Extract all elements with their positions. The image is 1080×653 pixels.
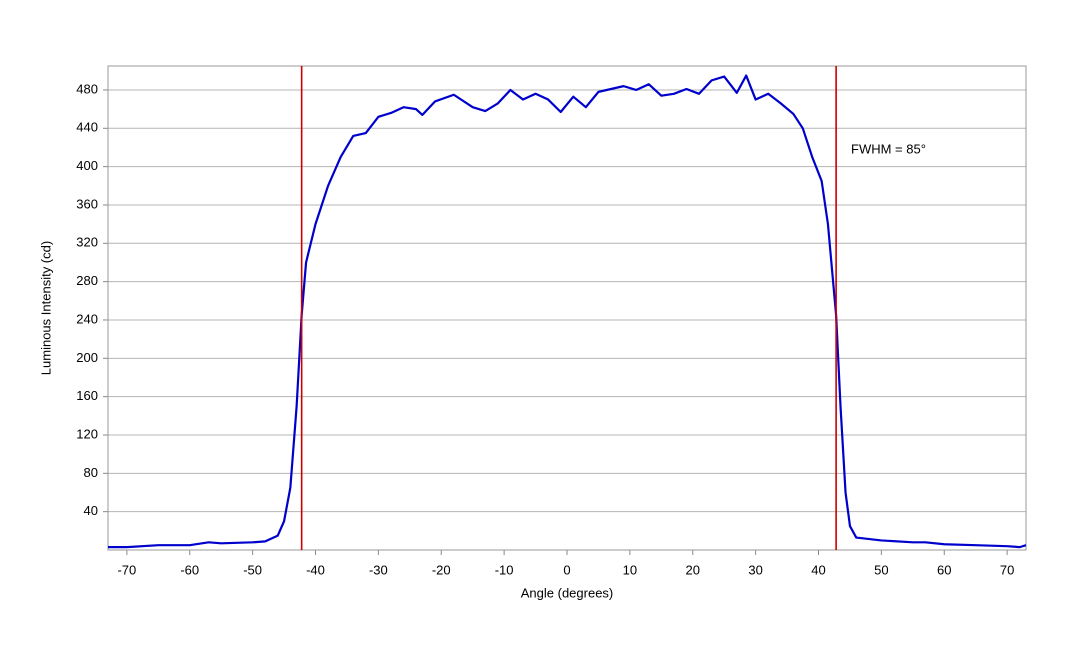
x-tick-label: 20 (686, 562, 700, 577)
x-tick-label: 70 (1000, 562, 1014, 577)
y-tick-label: 200 (76, 350, 98, 365)
x-tick-label: 0 (563, 562, 570, 577)
y-tick-label: 440 (76, 120, 98, 135)
data-line (108, 74, 1027, 549)
x-tick-label: -20 (432, 562, 451, 577)
plot-frame (107, 65, 1027, 551)
x-tick-label: 40 (811, 562, 825, 577)
x-tick-label: -60 (180, 562, 199, 577)
x-tick-label: 30 (748, 562, 762, 577)
x-tick-label: -10 (495, 562, 514, 577)
y-axis-label: Luminous Intensity (cd) (38, 241, 53, 375)
x-axis-label: Angle (degrees) (521, 585, 614, 600)
y-tick-label: 240 (76, 311, 98, 326)
y-tick-label: 40 (84, 503, 98, 518)
y-tick-label: 400 (76, 158, 98, 173)
x-tick-label: 60 (937, 562, 951, 577)
y-tick-label: 160 (76, 388, 98, 403)
y-tick-label: 80 (84, 465, 98, 480)
y-tick-label: 280 (76, 273, 98, 288)
y-tick-label: 120 (76, 426, 98, 441)
y-tick-label: 360 (76, 196, 98, 211)
x-tick-label: -30 (369, 562, 388, 577)
x-tick-label: 10 (623, 562, 637, 577)
x-tick-label: 50 (874, 562, 888, 577)
y-tick-label: 480 (76, 81, 98, 96)
annotation: FWHM = 85° (851, 141, 926, 156)
x-tick-label: -40 (306, 562, 325, 577)
x-tick-label: -50 (243, 562, 262, 577)
y-tick-label: 320 (76, 235, 98, 250)
x-tick-label: -70 (117, 562, 136, 577)
